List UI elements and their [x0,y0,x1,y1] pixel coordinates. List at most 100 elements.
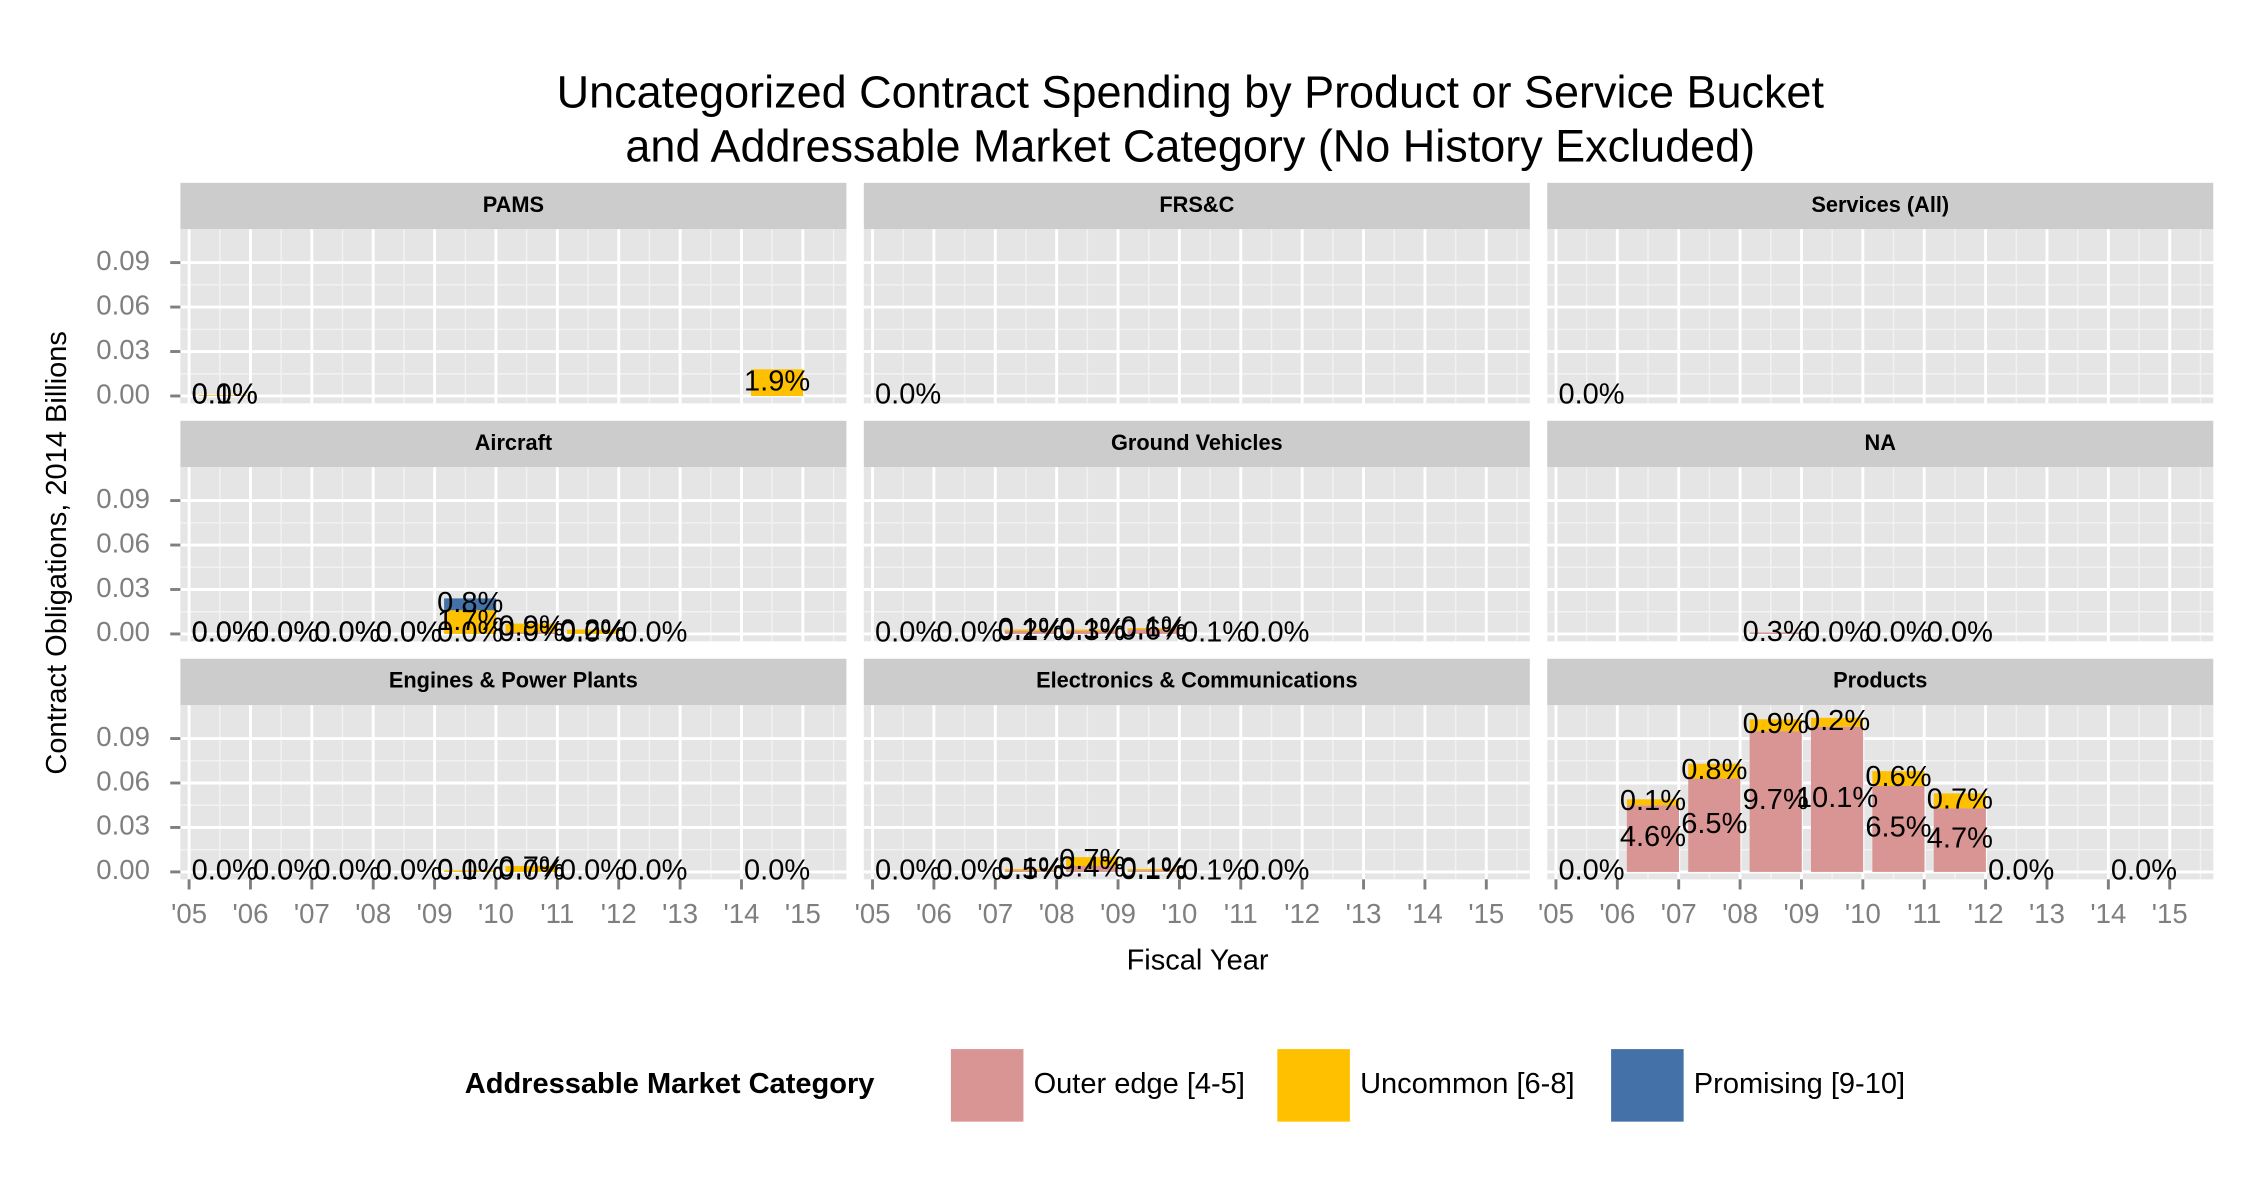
bar [1127,870,1180,872]
data-label: 0.0% [192,617,258,649]
data-label: 0.1% [1182,855,1248,887]
data-label: 0.1% [1059,613,1125,645]
bar [1004,870,1057,872]
data-label: 0.0% [499,616,565,648]
x-tick-label: '12 [1968,898,2004,929]
bar [444,598,497,611]
data-label: 0.0% [192,855,258,887]
strip-label: Electronics & Communications [1036,668,1357,693]
y-tick-label: 0.06 [96,527,150,558]
data-label: 0.7% [1059,844,1125,876]
data-label: 0.1% [437,854,503,886]
bar [1688,778,1741,872]
x-tick-label: '10 [1845,898,1881,929]
data-label: 6.5% [1865,812,1931,844]
data-label: 0.0% [1243,855,1309,887]
data-label: 6.5% [1681,808,1747,840]
strip-label: NA [1865,430,1897,455]
strip [180,658,847,706]
bar [1127,868,1180,871]
y-tick-label: 0.03 [96,810,150,841]
x-tick-label: '09 [1784,898,1820,929]
strip-label: PAMS [483,192,544,217]
data-label: 0.0% [314,617,380,649]
data-label: 0.0% [875,855,941,887]
x-tick-label: '06 [916,898,952,929]
legend-title: Addressable Market Category [465,1068,875,1100]
legend-key [950,1049,1024,1122]
data-label: 0.0% [253,617,319,649]
plot-background [1547,229,2214,404]
x-tick-label: '05 [171,898,207,929]
data-label: 4.6% [1620,821,1686,853]
bar [566,629,620,634]
y-tick-label: 0.03 [96,572,150,603]
bar [198,395,251,396]
data-label: 0.0% [1558,379,1624,411]
data-label: 0.1% [1182,617,1248,649]
data-label: 0.1% [1121,852,1187,884]
data-label: 0.1% [998,852,1064,884]
data-label: 0.0% [253,855,319,887]
x-tick-label: '07 [1661,898,1697,929]
data-label: 0.0% [560,855,626,887]
bar [1872,771,1925,786]
data-label: 0.8% [437,587,503,619]
data-label: 0.8% [1681,754,1747,786]
strip [180,182,847,230]
y-tick-label: 0.06 [96,765,150,796]
strip [863,658,1530,706]
data-label: 0.0% [376,617,442,649]
data-label: 0.0% [1243,617,1309,649]
y-tick-label: 0.09 [96,245,150,276]
data-label: 0.0% [253,617,319,649]
y-tick-label: 0.09 [96,483,150,514]
data-label: 0.9% [499,611,565,643]
chart-title: and Addressable Market Category (No Hist… [625,120,1755,171]
data-label: 9.7% [1743,784,1809,816]
strip-label: FRS&C [1159,192,1234,217]
x-tick-label: '11 [540,898,574,929]
data-label: 0.0% [875,379,941,411]
data-label: 10.1% [1796,782,1878,814]
bar [1810,717,1864,727]
x-tick-label: '15 [1468,898,1504,929]
x-tick-label: '09 [417,898,453,929]
x-tick-label: '05 [855,898,891,929]
data-label: 4.7% [1927,823,1993,855]
data-label: 0.1% [1121,854,1187,886]
strip [863,182,1530,230]
strip-label: Engines & Power Plants [389,668,638,693]
data-label: 0.0% [1558,855,1624,887]
data-label: 1.7% [437,605,503,637]
strip-label: Aircraft [475,430,552,455]
strip-label: Ground Vehicles [1111,430,1283,455]
data-label: 0.0% [437,855,503,887]
legend-label: Promising [9-10] [1694,1068,1905,1100]
x-tick-label: '15 [2152,898,2188,929]
data-label: 0.0% [499,855,565,887]
data-label: 0.2% [560,614,626,646]
bar [505,865,558,872]
data-label: 0.0% [376,617,442,649]
data-label: 0.7% [499,852,565,884]
data-label: 0.0% [192,379,258,411]
data-label: 0.0% [936,617,1002,649]
x-tick-label: '14 [724,898,760,929]
bar [1626,805,1680,872]
data-label: 0.0% [560,617,626,649]
y-tick-label: 0.00 [96,378,150,409]
strip-label: Products [1833,668,1927,693]
data-label: 1.9% [744,365,810,397]
data-label: 0.0% [875,617,941,649]
chart-title: Uncategorized Contract Spending by Produ… [557,67,1825,118]
legend-label: Outer edge [4-5] [1034,1068,1245,1100]
bar [1872,785,1925,872]
data-label: 0.5% [998,854,1064,886]
bar [1933,808,1986,872]
data-label: 0.0% [314,855,380,887]
plot-background [863,229,1530,404]
bar [1127,628,1180,630]
data-label: 0.0% [437,617,503,649]
